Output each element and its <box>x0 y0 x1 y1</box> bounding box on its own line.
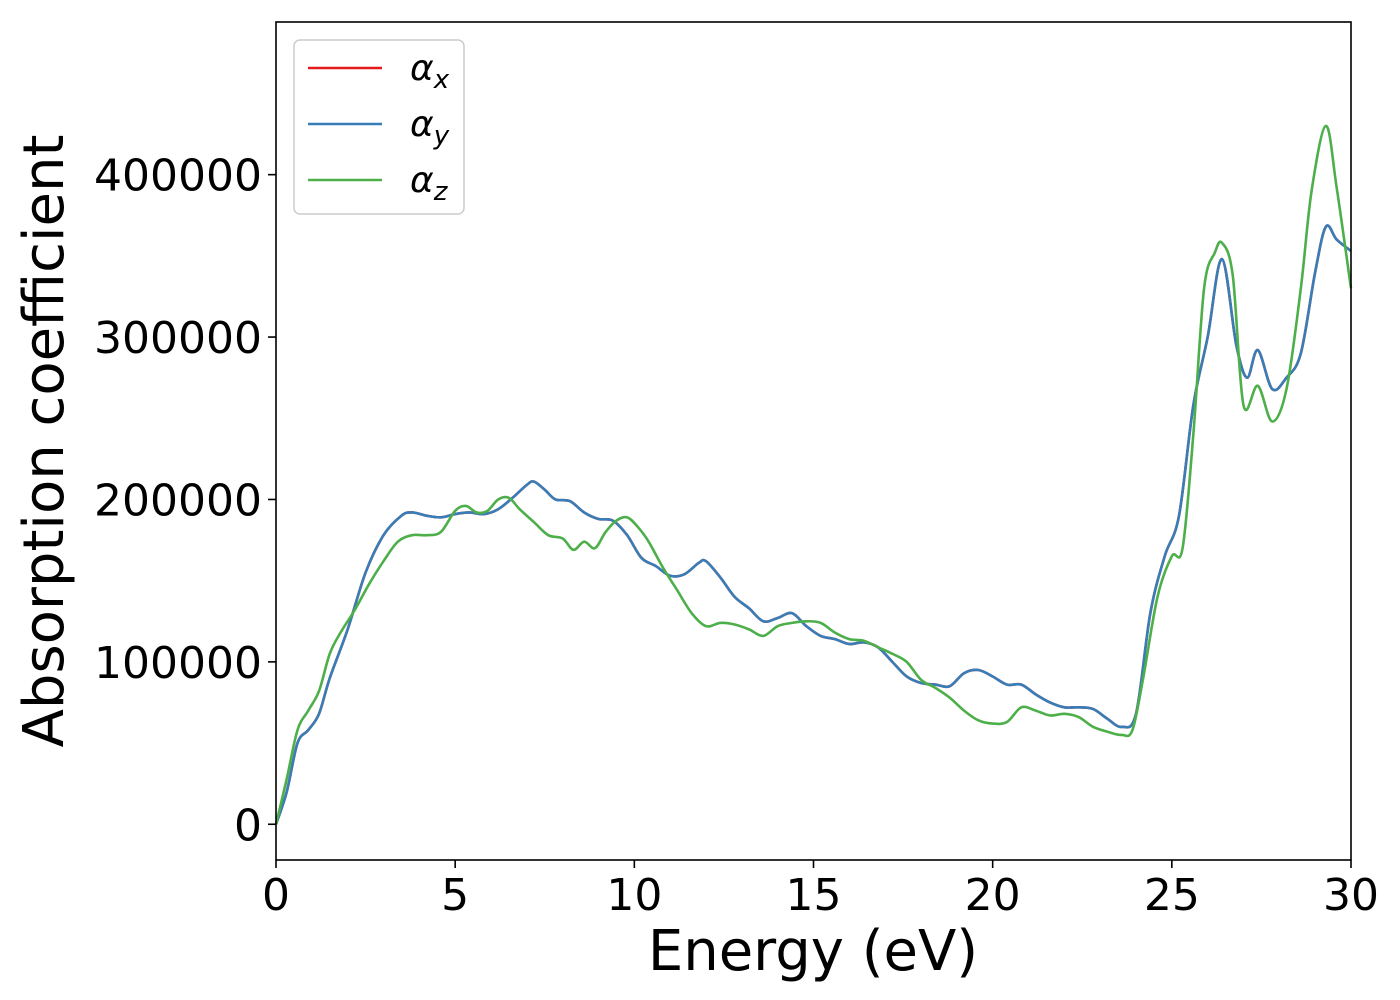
y-tick-label: 300000 <box>94 313 262 364</box>
y-ticks: 0 100000 200000 300000 400000 <box>94 151 276 851</box>
x-tick-label: 25 <box>1144 870 1200 921</box>
y-tick-label: 200000 <box>94 475 262 526</box>
y-tick-label: 100000 <box>94 638 262 689</box>
y-axis-title: Absorption coefficient <box>12 135 77 748</box>
legend: αx αy αz <box>293 39 465 215</box>
legend-label-x: αx <box>410 48 450 95</box>
legend-label-z: αz <box>410 160 449 207</box>
series-layer <box>274 124 1353 825</box>
x-ticks: 0 5 10 15 20 25 30 <box>262 860 1379 921</box>
y-tick-label: 0 <box>234 800 262 851</box>
series-line-y <box>274 224 1352 825</box>
x-tick-label: 5 <box>441 870 469 921</box>
x-axis-title: Energy (eV) <box>648 919 978 984</box>
x-tick-label: 10 <box>606 870 662 921</box>
legend-box <box>293 39 465 215</box>
x-tick-label: 15 <box>786 870 842 921</box>
y-tick-label: 400000 <box>94 151 262 202</box>
legend-label-y: αy <box>410 104 450 151</box>
series-line-z <box>274 124 1353 825</box>
x-tick-label: 0 <box>262 870 290 921</box>
x-tick-label: 30 <box>1323 870 1379 921</box>
x-tick-label: 20 <box>965 870 1021 921</box>
